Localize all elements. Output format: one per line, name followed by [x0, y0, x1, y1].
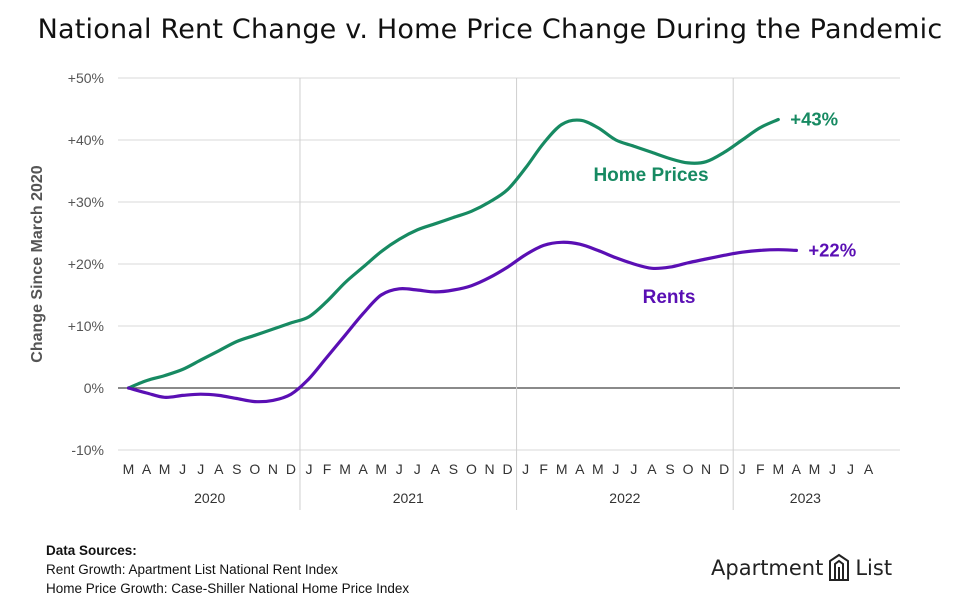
- x-tick-label: J: [396, 461, 403, 477]
- x-tick-label: J: [829, 461, 836, 477]
- y-tick-label: -10%: [71, 442, 104, 458]
- x-tick-label: S: [449, 461, 458, 477]
- x-tick-label: A: [431, 461, 441, 477]
- x-tick-label: J: [414, 461, 421, 477]
- data-sources: Data Sources: Rent Growth: Apartment Lis…: [46, 541, 409, 598]
- line-chart: -10% 0% +10% +20% +30% +40% +50% 2020 2021 2022 20…: [29, 70, 900, 510]
- x-tick-label: D: [502, 461, 512, 477]
- x-tick-label: F: [756, 461, 765, 477]
- x-tick-label: J: [612, 461, 619, 477]
- apartment-list-logo-icon: [829, 553, 850, 581]
- x-tick-label: M: [159, 461, 171, 477]
- x-tick-label: J: [522, 461, 529, 477]
- x-tick-label: N: [701, 461, 711, 477]
- y-tick-label: +40%: [68, 132, 104, 148]
- x-tick-label: S: [232, 461, 241, 477]
- x-tick-label: F: [323, 461, 332, 477]
- source-home-price: Home Price Growth: Case-Shiller National…: [46, 581, 410, 596]
- x-tick-label: O: [249, 461, 260, 477]
- series-name-label-home-prices: Home Prices: [593, 165, 708, 186]
- year-label: 2020: [194, 490, 225, 506]
- end-value-label-home-prices: +43%: [790, 109, 838, 130]
- y-tick-label: 0%: [84, 380, 104, 396]
- x-tick-label: D: [286, 461, 296, 477]
- series-line-home-prices: [126, 117, 780, 390]
- x-tick-label: A: [792, 461, 802, 477]
- chart-title: National Rent Change v. Home Price Chang…: [37, 14, 943, 45]
- brand-name-left: Apartment: [711, 556, 824, 580]
- y-tick-label: +10%: [68, 318, 104, 334]
- x-tick-label: M: [339, 461, 351, 477]
- series-line-rents: [126, 240, 798, 404]
- series-lines: [126, 117, 798, 404]
- y-tick-label: +30%: [68, 194, 104, 210]
- x-tick-label: J: [306, 461, 313, 477]
- x-tick-label: F: [539, 461, 548, 477]
- x-tick-label: J: [739, 461, 746, 477]
- x-tick-label: O: [466, 461, 477, 477]
- x-tick-label: A: [358, 461, 368, 477]
- x-tick-label: A: [214, 461, 224, 477]
- end-value-label-rents: +22%: [808, 239, 856, 260]
- x-tick-label: M: [556, 461, 568, 477]
- y-tick-label: +50%: [68, 70, 104, 86]
- sources-heading: Data Sources:: [46, 543, 137, 558]
- x-tick-label: M: [809, 461, 821, 477]
- x-tick-label: J: [630, 461, 637, 477]
- x-tick-label: N: [268, 461, 278, 477]
- source-rent: Rent Growth: Apartment List National Ren…: [46, 562, 338, 577]
- y-tick-label: +20%: [68, 256, 104, 272]
- x-tick-label: A: [575, 461, 585, 477]
- year-label: 2021: [393, 490, 424, 506]
- brand-logo: Apartment List: [711, 553, 892, 583]
- x-tick-label: M: [375, 461, 387, 477]
- year-label: 2023: [790, 490, 821, 506]
- x-tick-label: M: [592, 461, 604, 477]
- y-axis-label: Change Since March 2020: [29, 165, 46, 363]
- x-tick-label: J: [197, 461, 204, 477]
- year-label: 2022: [609, 490, 640, 506]
- x-tick-label: A: [142, 461, 152, 477]
- x-tick-label: N: [484, 461, 494, 477]
- x-tick-label: J: [847, 461, 854, 477]
- x-tick-label: J: [179, 461, 186, 477]
- x-tick-label: M: [123, 461, 135, 477]
- gridlines: [118, 77, 900, 510]
- x-tick-label: M: [772, 461, 784, 477]
- x-tick-label: A: [864, 461, 874, 477]
- x-tick-label: A: [647, 461, 657, 477]
- x-tick-label: D: [719, 461, 729, 477]
- x-tick-label: S: [665, 461, 674, 477]
- data-labels: +43% Home Prices +22% Rents: [593, 109, 856, 308]
- brand-name-right: List: [855, 556, 893, 580]
- axes: -10% 0% +10% +20% +30% +40% +50% 2020 2021 2022 20…: [29, 70, 874, 506]
- x-tick-label: O: [683, 461, 694, 477]
- series-name-label-rents: Rents: [643, 287, 696, 308]
